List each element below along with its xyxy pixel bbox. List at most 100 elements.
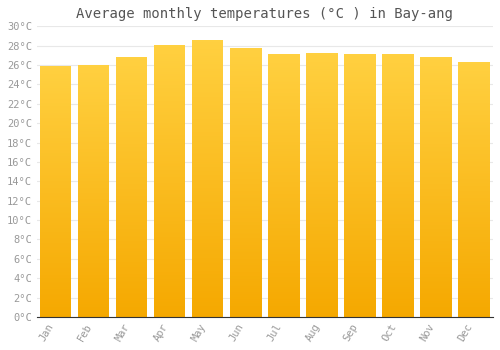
Bar bbox=[154, 219, 186, 221]
Bar bbox=[458, 314, 490, 315]
Bar bbox=[344, 265, 376, 266]
Bar bbox=[420, 196, 452, 197]
Bar bbox=[382, 268, 414, 270]
Bar bbox=[192, 169, 224, 171]
Bar bbox=[420, 197, 452, 199]
Bar bbox=[40, 150, 72, 151]
Bar bbox=[116, 301, 148, 303]
Bar bbox=[458, 117, 490, 118]
Bar bbox=[78, 90, 110, 92]
Bar bbox=[40, 237, 72, 238]
Bar bbox=[344, 196, 376, 198]
Bar bbox=[230, 268, 262, 270]
Bar bbox=[154, 292, 186, 293]
Bar bbox=[154, 132, 186, 134]
Bar bbox=[192, 247, 224, 248]
Bar bbox=[154, 137, 186, 139]
Bar bbox=[458, 242, 490, 244]
Bar bbox=[420, 268, 452, 270]
Bar bbox=[420, 255, 452, 256]
Bar bbox=[192, 184, 224, 186]
Bar bbox=[420, 164, 452, 166]
Bar bbox=[344, 187, 376, 189]
Bar bbox=[154, 297, 186, 299]
Bar bbox=[306, 110, 338, 111]
Bar bbox=[344, 263, 376, 265]
Bar bbox=[306, 117, 338, 118]
Bar bbox=[268, 238, 300, 240]
Bar bbox=[458, 193, 490, 195]
Bar bbox=[40, 205, 72, 206]
Bar bbox=[382, 93, 414, 94]
Bar bbox=[230, 132, 262, 134]
Bar bbox=[78, 67, 110, 68]
Bar bbox=[268, 114, 300, 116]
Bar bbox=[458, 225, 490, 227]
Bar bbox=[230, 238, 262, 240]
Bar bbox=[268, 164, 300, 166]
Bar bbox=[306, 164, 338, 166]
Bar bbox=[382, 184, 414, 186]
Bar bbox=[40, 285, 72, 287]
Bar bbox=[154, 255, 186, 257]
Bar bbox=[268, 112, 300, 114]
Bar bbox=[268, 110, 300, 112]
Bar bbox=[40, 101, 72, 103]
Bar bbox=[306, 189, 338, 190]
Bar bbox=[154, 215, 186, 217]
Bar bbox=[306, 55, 338, 57]
Bar bbox=[268, 89, 300, 91]
Bar bbox=[306, 187, 338, 189]
Bar bbox=[230, 251, 262, 252]
Bar bbox=[420, 63, 452, 64]
Bar bbox=[268, 66, 300, 68]
Bar bbox=[382, 205, 414, 206]
Bar bbox=[116, 116, 148, 118]
Bar bbox=[420, 87, 452, 89]
Bar bbox=[420, 128, 452, 130]
Bar bbox=[420, 243, 452, 244]
Bar bbox=[154, 177, 186, 179]
Bar bbox=[192, 265, 224, 267]
Bar bbox=[420, 282, 452, 284]
Bar bbox=[230, 125, 262, 127]
Bar bbox=[192, 79, 224, 80]
Bar bbox=[268, 126, 300, 128]
Bar bbox=[154, 145, 186, 146]
Bar bbox=[268, 261, 300, 263]
Bar bbox=[458, 88, 490, 89]
Bar bbox=[192, 302, 224, 304]
Bar bbox=[40, 168, 72, 170]
Bar bbox=[306, 57, 338, 59]
Bar bbox=[78, 290, 110, 292]
Bar bbox=[40, 121, 72, 123]
Bar bbox=[344, 84, 376, 86]
Bar bbox=[382, 293, 414, 294]
Bar bbox=[230, 107, 262, 108]
Bar bbox=[268, 219, 300, 221]
Bar bbox=[230, 179, 262, 181]
Bar bbox=[382, 161, 414, 163]
Bar bbox=[344, 72, 376, 74]
Bar bbox=[40, 290, 72, 292]
Bar bbox=[382, 122, 414, 124]
Bar bbox=[40, 83, 72, 84]
Bar bbox=[420, 144, 452, 146]
Bar bbox=[192, 171, 224, 173]
Bar bbox=[40, 183, 72, 185]
Bar bbox=[268, 182, 300, 184]
Bar bbox=[458, 292, 490, 293]
Bar bbox=[344, 300, 376, 301]
Bar bbox=[192, 77, 224, 79]
Bar bbox=[40, 299, 72, 300]
Bar bbox=[192, 73, 224, 75]
Bar bbox=[420, 133, 452, 135]
Bar bbox=[78, 251, 110, 253]
Bar bbox=[306, 303, 338, 304]
Bar bbox=[344, 60, 376, 61]
Bar bbox=[268, 145, 300, 147]
Bar bbox=[192, 116, 224, 118]
Bar bbox=[192, 258, 224, 260]
Bar bbox=[154, 214, 186, 215]
Bar bbox=[154, 155, 186, 157]
